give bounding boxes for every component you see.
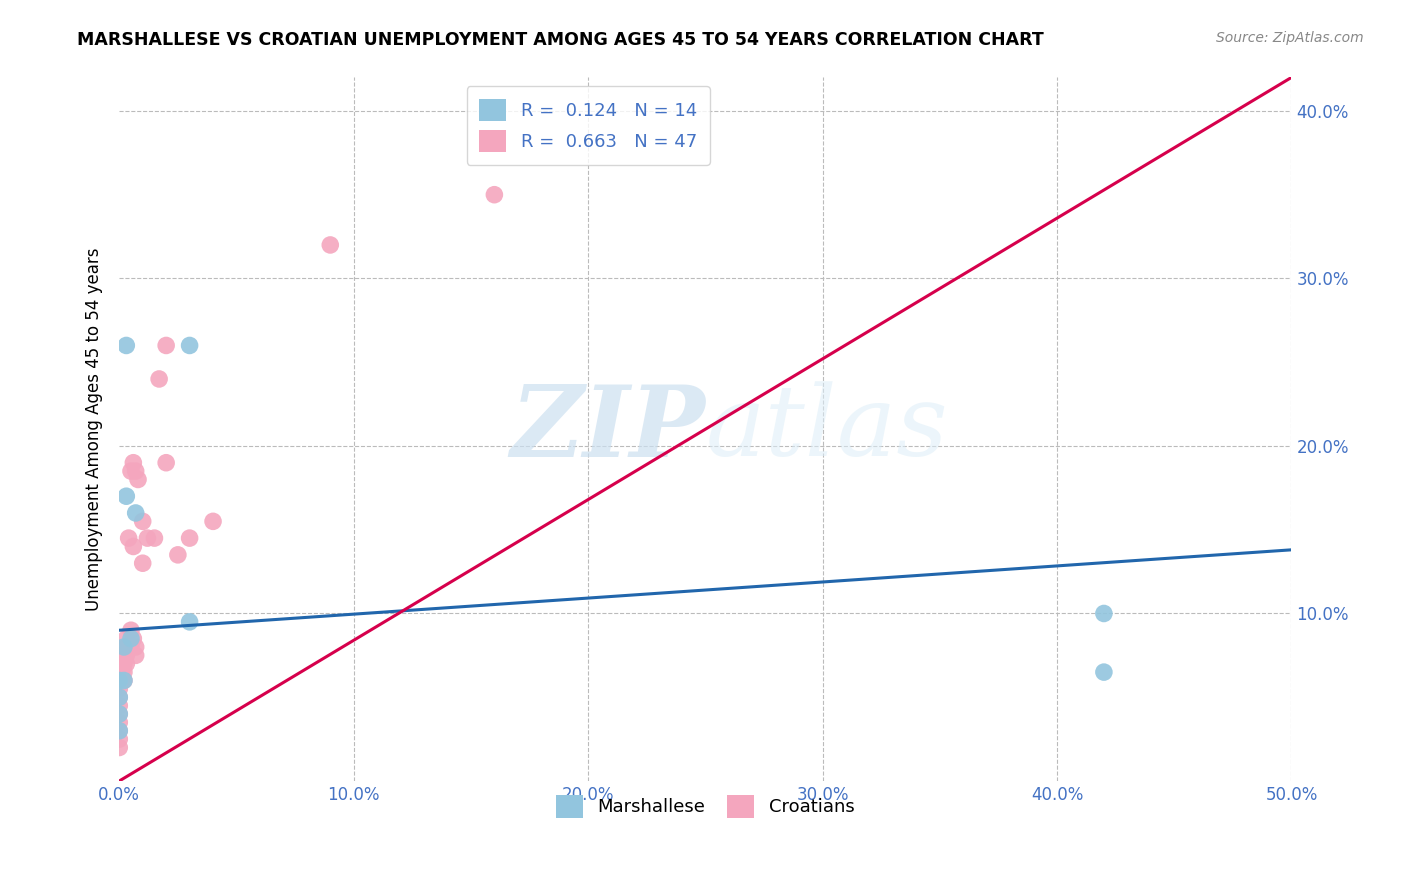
Point (120, 624, 142, 638)
Point (1092, 607, 1115, 621)
Text: Source: ZipAtlas.com: Source: ZipAtlas.com (1216, 31, 1364, 45)
Point (179, 531, 201, 545)
Point (115, 640, 138, 654)
Y-axis label: Unemployment Among Ages 45 to 54 years: Unemployment Among Ages 45 to 54 years (86, 247, 103, 611)
Point (484, 187, 506, 202)
Point (108, 657, 131, 671)
Point (110, 665, 132, 679)
Point (115, 657, 138, 671)
Point (112, 640, 135, 654)
Point (108, 690, 131, 705)
Point (120, 464, 142, 478)
Point (132, 514, 155, 528)
Point (108, 732, 131, 747)
Point (132, 556, 155, 570)
Point (110, 673, 132, 688)
Point (110, 648, 132, 663)
Point (148, 372, 170, 386)
Point (179, 338, 201, 352)
Point (112, 673, 135, 688)
Point (167, 548, 190, 562)
Point (202, 514, 225, 528)
Point (136, 531, 159, 545)
Point (120, 640, 142, 654)
Point (112, 648, 135, 663)
Point (115, 632, 138, 646)
Point (155, 456, 177, 470)
Text: MARSHALLESE VS CROATIAN UNEMPLOYMENT AMONG AGES 45 TO 54 YEARS CORRELATION CHART: MARSHALLESE VS CROATIAN UNEMPLOYMENT AMO… (77, 31, 1045, 49)
Point (108, 665, 131, 679)
Point (143, 531, 166, 545)
Point (108, 673, 131, 688)
Point (125, 648, 148, 663)
Point (108, 740, 131, 755)
Point (108, 681, 131, 696)
Point (108, 706, 131, 721)
Point (115, 648, 138, 663)
Point (125, 506, 148, 520)
Point (120, 632, 142, 646)
Point (118, 531, 141, 545)
Text: ZIP: ZIP (510, 381, 706, 477)
Point (112, 673, 135, 688)
Point (1092, 665, 1115, 679)
Point (112, 657, 135, 671)
Point (115, 338, 138, 352)
Point (122, 632, 145, 646)
Point (125, 464, 148, 478)
Point (108, 715, 131, 730)
Point (108, 673, 131, 688)
Point (155, 338, 177, 352)
Point (108, 723, 131, 738)
Point (118, 640, 141, 654)
Point (122, 540, 145, 554)
Point (112, 665, 135, 679)
Point (115, 489, 138, 503)
Point (319, 238, 342, 252)
Legend: Marshallese, Croatians: Marshallese, Croatians (548, 789, 862, 825)
Point (179, 615, 201, 629)
Text: atlas: atlas (706, 382, 948, 477)
Point (110, 657, 132, 671)
Point (127, 473, 149, 487)
Point (125, 640, 148, 654)
Point (108, 698, 131, 713)
Point (108, 723, 131, 738)
Point (108, 706, 131, 721)
Point (108, 690, 131, 705)
Point (122, 456, 145, 470)
